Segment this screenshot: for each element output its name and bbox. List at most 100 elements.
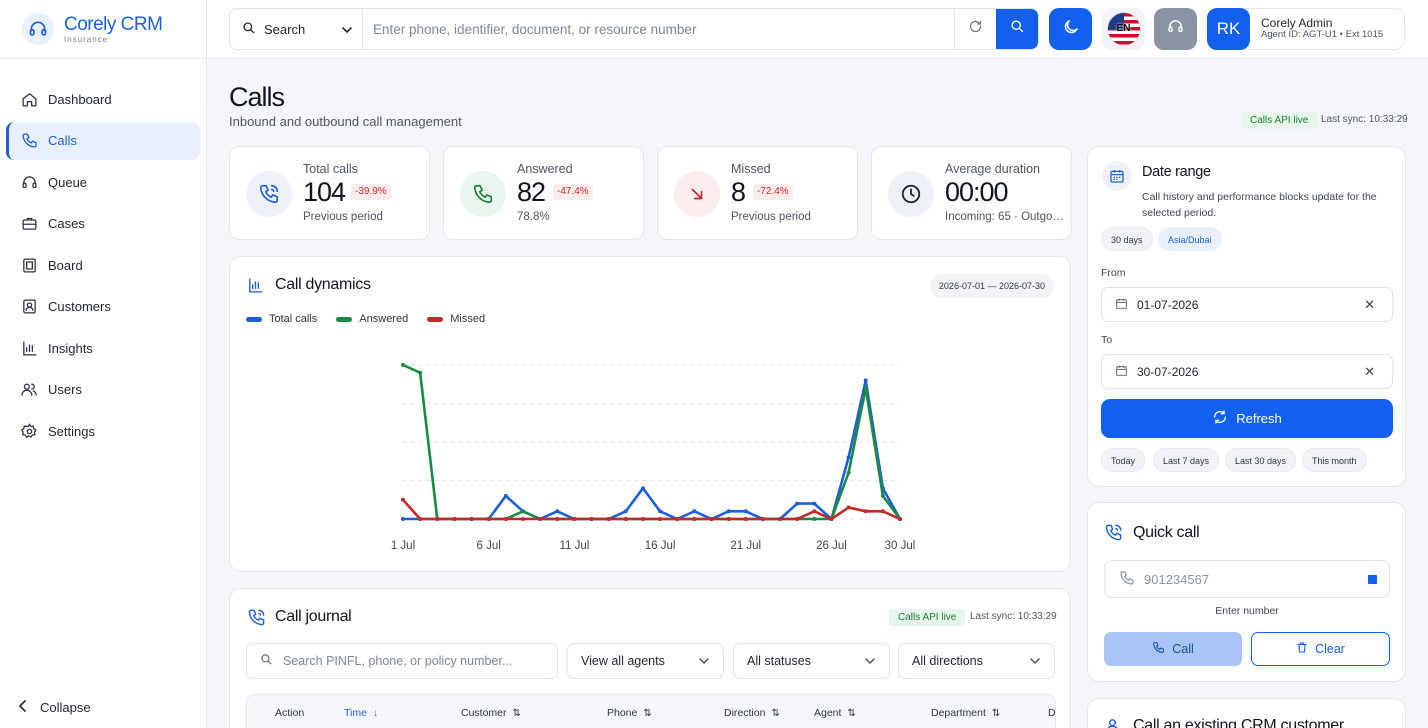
data-point[interactable] xyxy=(452,517,457,521)
call-button[interactable]: Call xyxy=(1104,632,1242,666)
data-point[interactable] xyxy=(589,517,594,521)
data-point[interactable] xyxy=(538,517,543,521)
journal-search-input[interactable]: Search PINFL, phone, or policy number... xyxy=(246,643,558,679)
search-type-select[interactable]: Search xyxy=(230,9,363,49)
user-menu[interactable]: RK Corely Admin Agent ID: AGT-U1 • Ext 1… xyxy=(1207,8,1405,50)
data-point[interactable] xyxy=(709,517,714,521)
data-point[interactable] xyxy=(623,509,628,514)
from-date-field[interactable]: 01-07-2026 ✕ xyxy=(1101,287,1393,322)
agents-select[interactable]: View all agents xyxy=(567,643,724,679)
data-point[interactable] xyxy=(692,509,697,514)
data-point[interactable] xyxy=(503,517,508,521)
clear-to-icon[interactable]: ✕ xyxy=(1364,363,1375,379)
data-point[interactable] xyxy=(658,509,663,514)
data-point[interactable] xyxy=(898,517,902,521)
data-point[interactable] xyxy=(829,517,834,521)
data-point[interactable] xyxy=(795,517,800,521)
sidebar-item-customers[interactable]: Customers xyxy=(6,288,200,326)
data-point[interactable] xyxy=(880,509,885,514)
data-point[interactable] xyxy=(812,509,817,514)
data-point[interactable] xyxy=(812,501,817,506)
brand[interactable]: Corely CRM Insurance xyxy=(0,0,206,59)
data-point[interactable] xyxy=(846,470,851,475)
data-point[interactable] xyxy=(640,486,645,491)
preset-last-30-days[interactable]: Last 30 days xyxy=(1225,448,1297,472)
data-point[interactable] xyxy=(846,455,851,460)
sidebar-item-dashboard[interactable]: Dashboard xyxy=(6,80,200,118)
data-point[interactable] xyxy=(795,501,800,506)
status-select[interactable]: All statuses xyxy=(733,643,890,679)
column-phone[interactable]: Phone ⇅ xyxy=(607,707,652,719)
clear-from-icon[interactable]: ✕ xyxy=(1364,296,1375,312)
data-point[interactable] xyxy=(503,493,508,498)
data-point[interactable] xyxy=(863,509,868,514)
clear-button[interactable]: Clear xyxy=(1251,632,1390,666)
sidebar-item-cases[interactable]: Cases xyxy=(6,205,200,243)
preset-this-month[interactable]: This month xyxy=(1302,448,1367,472)
sort-desc-icon: ↓ xyxy=(372,707,378,719)
data-point[interactable] xyxy=(692,517,697,521)
data-point[interactable] xyxy=(401,517,405,521)
data-point[interactable] xyxy=(640,517,645,521)
legend-item-total[interactable]: Total calls xyxy=(246,313,317,325)
refresh-button[interactable]: Refresh xyxy=(1101,399,1393,438)
chip-timezone[interactable]: Asia/Dubai xyxy=(1158,227,1222,251)
data-point[interactable] xyxy=(418,370,423,375)
data-point[interactable] xyxy=(743,517,748,521)
legend-item-missed[interactable]: Missed xyxy=(427,313,485,325)
column-direction[interactable]: Direction ⇅ xyxy=(724,707,780,719)
data-point[interactable] xyxy=(743,509,748,514)
data-point[interactable] xyxy=(778,517,783,521)
column-customer[interactable]: Customer ⇅ xyxy=(461,707,521,719)
data-point[interactable] xyxy=(726,517,731,521)
input-indicator xyxy=(1368,574,1377,584)
column-truncated[interactable]: D xyxy=(1048,707,1055,719)
sidebar-item-insights[interactable]: Insights xyxy=(6,329,200,367)
sidebar-item-board[interactable]: Board xyxy=(6,246,200,284)
legend-item-answered[interactable]: Answered xyxy=(336,313,408,325)
data-point[interactable] xyxy=(880,493,885,498)
sidebar-item-queue[interactable]: Queue xyxy=(6,163,200,201)
to-date-field[interactable]: 30-07-2026 ✕ xyxy=(1101,354,1393,389)
collapse-label: Collapse xyxy=(40,700,91,715)
sidebar-item-users[interactable]: Users xyxy=(6,371,200,409)
column-department[interactable]: Department ⇅ xyxy=(931,707,1000,719)
data-point[interactable] xyxy=(555,509,560,514)
data-point[interactable] xyxy=(846,505,851,510)
theme-toggle-button[interactable] xyxy=(1049,8,1092,50)
data-point[interactable] xyxy=(486,517,491,521)
data-point[interactable] xyxy=(675,517,680,521)
quick-call-number-input[interactable]: 901234567 xyxy=(1104,560,1390,598)
data-point[interactable] xyxy=(812,517,817,521)
data-point[interactable] xyxy=(401,497,405,502)
column-agent[interactable]: Agent ⇅ xyxy=(814,707,856,719)
data-point[interactable] xyxy=(418,517,423,521)
column-time[interactable]: Time ↓ xyxy=(344,707,378,719)
chip-period[interactable]: 30 days xyxy=(1101,227,1153,251)
direction-select[interactable]: All directions xyxy=(898,643,1055,679)
data-point[interactable] xyxy=(572,517,577,521)
data-point[interactable] xyxy=(520,517,525,521)
data-point[interactable] xyxy=(658,517,663,521)
search-submit-button[interactable] xyxy=(996,9,1038,49)
preset-today[interactable]: Today xyxy=(1101,448,1146,472)
data-point[interactable] xyxy=(863,378,868,383)
data-point[interactable] xyxy=(623,517,628,521)
collapse-button[interactable]: Collapse xyxy=(18,699,91,716)
sidebar-item-settings[interactable]: Settings xyxy=(6,412,200,450)
data-point[interactable] xyxy=(606,517,611,521)
data-point[interactable] xyxy=(435,517,440,521)
sidebar-item-calls[interactable]: Calls xyxy=(6,121,200,160)
preset-last-7-days[interactable]: Last 7 days xyxy=(1153,448,1220,472)
data-point[interactable] xyxy=(520,509,525,514)
data-point[interactable] xyxy=(726,509,731,514)
data-point[interactable] xyxy=(863,386,868,391)
data-point[interactable] xyxy=(760,517,765,521)
support-button[interactable] xyxy=(1154,8,1197,50)
data-point[interactable] xyxy=(401,363,405,367)
reset-search-button[interactable] xyxy=(954,9,996,49)
global-search-input[interactable] xyxy=(363,9,954,49)
language-button[interactable]: EN xyxy=(1102,8,1145,50)
data-point[interactable] xyxy=(555,517,560,521)
data-point[interactable] xyxy=(469,517,474,521)
